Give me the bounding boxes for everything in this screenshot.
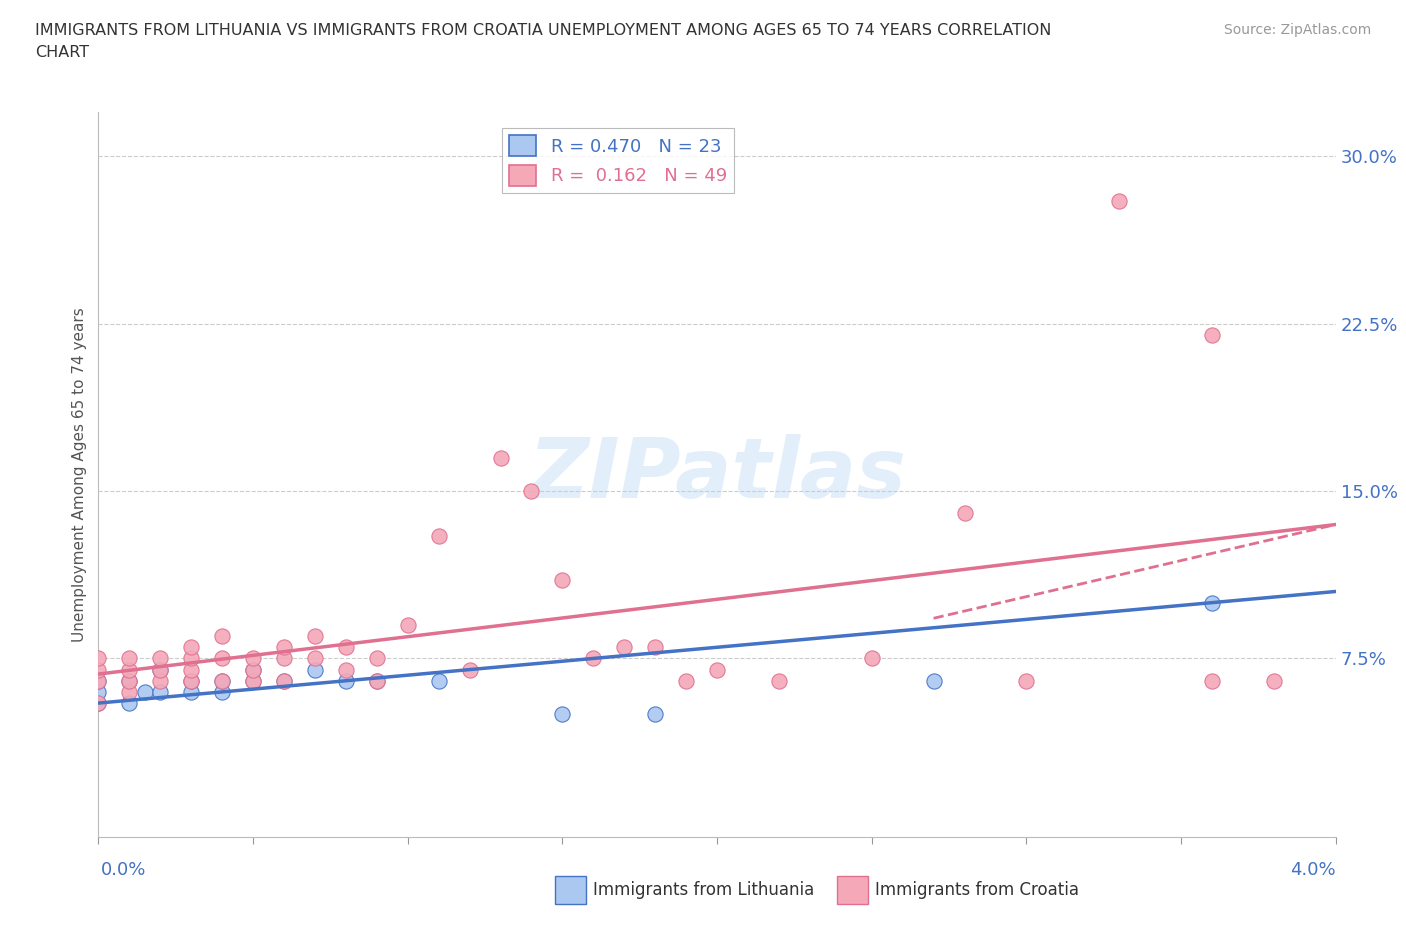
Point <box>242 662 264 677</box>
Point <box>273 673 295 688</box>
Point <box>1108 193 1130 208</box>
Text: 4.0%: 4.0% <box>1291 860 1336 879</box>
Point <box>118 696 141 711</box>
Point <box>768 673 790 688</box>
Point <box>335 673 357 688</box>
Point <box>149 684 172 699</box>
Point <box>87 673 110 688</box>
Point <box>644 707 666 722</box>
Point <box>211 651 233 666</box>
Point <box>427 673 450 688</box>
Point <box>489 450 512 465</box>
Text: Source: ZipAtlas.com: Source: ZipAtlas.com <box>1223 23 1371 37</box>
Point <box>87 662 110 677</box>
Point <box>87 673 110 688</box>
Point <box>149 673 172 688</box>
Point <box>1015 673 1038 688</box>
Point <box>242 662 264 677</box>
Y-axis label: Unemployment Among Ages 65 to 74 years: Unemployment Among Ages 65 to 74 years <box>72 307 87 642</box>
Point <box>87 696 110 711</box>
Point <box>118 673 141 688</box>
Point <box>211 629 233 644</box>
Point <box>551 707 574 722</box>
Point <box>520 484 543 498</box>
Point <box>1201 673 1223 688</box>
Point <box>551 573 574 588</box>
Point <box>118 673 141 688</box>
Point <box>149 651 172 666</box>
Text: CHART: CHART <box>35 45 89 60</box>
Point <box>860 651 883 666</box>
Text: Immigrants from Croatia: Immigrants from Croatia <box>875 881 1078 899</box>
Point <box>118 651 141 666</box>
Text: Immigrants from Lithuania: Immigrants from Lithuania <box>593 881 814 899</box>
Point <box>211 684 233 699</box>
Point <box>180 673 202 688</box>
Point <box>242 673 264 688</box>
Point <box>582 651 605 666</box>
Point <box>396 618 419 632</box>
Point <box>180 684 202 699</box>
Point <box>366 673 388 688</box>
Point <box>87 684 110 699</box>
Point <box>87 651 110 666</box>
Point <box>242 673 264 688</box>
Point <box>273 673 295 688</box>
Point <box>613 640 636 655</box>
Point <box>304 629 326 644</box>
Point <box>273 640 295 655</box>
Point <box>180 662 202 677</box>
Point <box>1201 595 1223 610</box>
Point <box>1201 327 1223 342</box>
Point <box>922 673 945 688</box>
Point <box>675 673 697 688</box>
Point <box>706 662 728 677</box>
Point <box>87 696 110 711</box>
Point <box>304 651 326 666</box>
Point <box>180 673 202 688</box>
Point <box>273 651 295 666</box>
Point <box>180 640 202 655</box>
Point <box>149 662 172 677</box>
Point <box>211 673 233 688</box>
Point <box>335 662 357 677</box>
Point <box>1263 673 1285 688</box>
Point <box>335 640 357 655</box>
Point <box>149 662 172 677</box>
Point <box>118 662 141 677</box>
Point <box>211 673 233 688</box>
Point <box>366 673 388 688</box>
Point <box>458 662 481 677</box>
Text: ZIPatlas: ZIPatlas <box>529 433 905 515</box>
Point <box>134 684 156 699</box>
Legend: R = 0.470   N = 23, R =  0.162   N = 49: R = 0.470 N = 23, R = 0.162 N = 49 <box>502 128 734 193</box>
Point <box>118 684 141 699</box>
Text: IMMIGRANTS FROM LITHUANIA VS IMMIGRANTS FROM CROATIA UNEMPLOYMENT AMONG AGES 65 : IMMIGRANTS FROM LITHUANIA VS IMMIGRANTS … <box>35 23 1052 38</box>
Point <box>953 506 976 521</box>
Text: 0.0%: 0.0% <box>101 860 146 879</box>
Point <box>180 651 202 666</box>
Point <box>242 651 264 666</box>
Point <box>366 651 388 666</box>
Point <box>427 528 450 543</box>
Point <box>304 662 326 677</box>
Point <box>644 640 666 655</box>
